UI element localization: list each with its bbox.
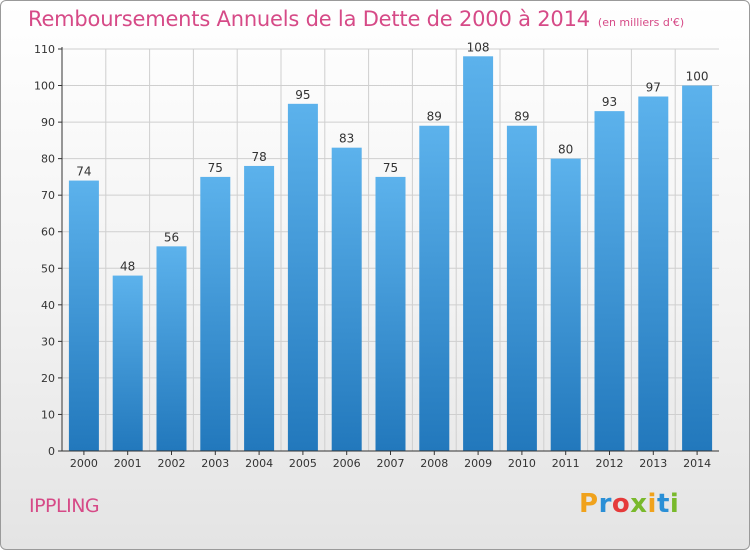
data-label: 89: [514, 110, 529, 124]
logo-letter: i: [647, 489, 657, 519]
bar: [156, 246, 187, 451]
y-tick-label: 60: [41, 226, 55, 239]
x-tick-label: 2004: [245, 457, 273, 470]
bar: [506, 125, 537, 451]
data-label: 74: [76, 165, 91, 179]
bar: [638, 96, 669, 451]
logo-letter: P: [579, 489, 599, 519]
data-label: 56: [164, 230, 179, 244]
x-tick-label: 2007: [377, 457, 405, 470]
data-label: 97: [646, 81, 661, 95]
x-tick-label: 2010: [508, 457, 536, 470]
bar: [68, 180, 99, 451]
y-tick-label: 70: [41, 189, 55, 202]
x-tick-label: 2013: [639, 457, 667, 470]
y-tick-label: 0: [48, 445, 55, 458]
x-axis: 2000 2001 2002 2003 2004 2005 2006 2007 2008 2009…: [62, 450, 719, 470]
x-tick-label: 2014: [683, 457, 711, 470]
bar: [112, 275, 143, 451]
data-label: 93: [602, 95, 617, 109]
x-tick-label: 2000: [70, 457, 98, 470]
x-tick-label: 2003: [201, 457, 229, 470]
y-tick-label: 90: [41, 116, 55, 129]
bar: [682, 85, 713, 451]
bar: [419, 125, 450, 451]
commune-name: IPPLING: [29, 495, 100, 517]
x-tick-label: 2009: [464, 457, 492, 470]
data-label: 83: [339, 132, 354, 146]
data-label: 75: [383, 161, 398, 175]
bar: [550, 158, 581, 452]
bar: [375, 176, 406, 451]
x-tick-label: 2006: [333, 457, 361, 470]
y-tick-label: 20: [41, 372, 55, 385]
data-label: 75: [208, 161, 223, 175]
x-tick-label: 2005: [289, 457, 317, 470]
logo-letter: t: [656, 489, 670, 519]
logo-letter: r: [598, 489, 612, 519]
chart-title-text: Remboursements Annuels de la Dette de 20…: [28, 7, 590, 31]
bar: [287, 103, 318, 452]
bar: [331, 147, 362, 451]
bar: [200, 176, 231, 451]
logo-letter: o: [611, 489, 631, 519]
x-tick-label: 2008: [420, 457, 448, 470]
data-label: 95: [295, 88, 310, 102]
data-label: 100: [686, 70, 709, 84]
data-label: 108: [467, 40, 490, 54]
x-tick-label: 2011: [552, 457, 580, 470]
data-label: 80: [558, 143, 573, 157]
bar: [594, 111, 625, 452]
proxiti-logo: Proxiti: [579, 489, 679, 519]
bars: [68, 56, 713, 452]
data-label: 48: [120, 260, 135, 274]
data-label: 89: [427, 110, 442, 124]
y-tick-label: 100: [34, 80, 55, 93]
y-tick-label: 80: [41, 153, 55, 166]
y-tick-label: 10: [41, 408, 55, 421]
x-tick-label: 2002: [158, 457, 186, 470]
y-tick-label: 110: [34, 43, 55, 56]
data-labels: 74 48 56 75 78 95 83 75 89 108 89 80 93 97 100: [76, 40, 708, 273]
y-tick-label: 40: [41, 299, 55, 312]
bar: [244, 165, 275, 452]
chart-unit: (en milliers d'€): [597, 16, 685, 29]
chart-title: Remboursements Annuels de la Dette de 20…: [28, 7, 684, 31]
y-tick-label: 30: [41, 335, 55, 348]
y-tick-label: 50: [41, 262, 55, 275]
y-axis: 0 10 20 30 40 50 60 70 80 90 100 110: [34, 43, 63, 458]
x-tick-label: 2001: [114, 457, 142, 470]
logo-letter: i: [669, 489, 680, 519]
logo-letter: x: [630, 489, 648, 519]
bar: [463, 56, 494, 452]
x-tick-label: 2012: [596, 457, 624, 470]
data-label: 78: [251, 150, 266, 164]
